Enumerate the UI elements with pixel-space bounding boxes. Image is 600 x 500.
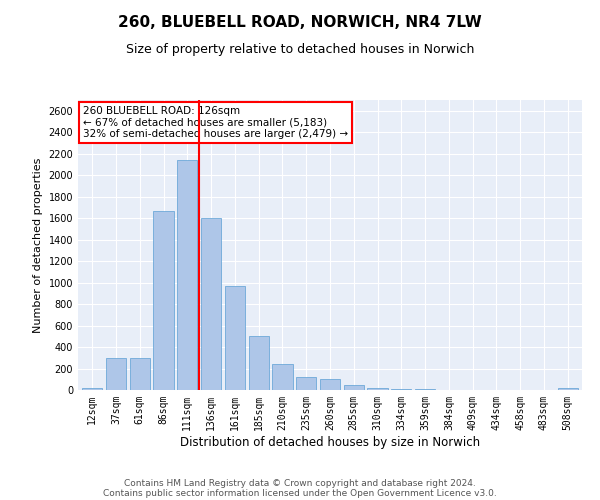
Bar (557, 388, 578, 390)
Bar (272, 364, 293, 390)
Text: Contains public sector information licensed under the Open Government Licence v3: Contains public sector information licen… (103, 488, 497, 498)
Bar (320, 380, 340, 390)
Bar (130, 358, 150, 390)
Bar (82, 388, 103, 390)
Bar (177, 160, 197, 390)
Text: Size of property relative to detached houses in Norwich: Size of property relative to detached ho… (126, 42, 474, 56)
Bar (248, 336, 269, 390)
Bar (391, 389, 412, 390)
Bar (344, 386, 364, 390)
Bar (296, 377, 316, 390)
Bar (367, 388, 388, 390)
Bar (106, 358, 126, 390)
Y-axis label: Number of detached properties: Number of detached properties (33, 158, 43, 332)
Text: 260 BLUEBELL ROAD: 126sqm
← 67% of detached houses are smaller (5,183)
32% of se: 260 BLUEBELL ROAD: 126sqm ← 67% of detac… (83, 106, 348, 139)
Bar (225, 286, 245, 390)
Text: Contains HM Land Registry data © Crown copyright and database right 2024.: Contains HM Land Registry data © Crown c… (124, 478, 476, 488)
Bar (154, 210, 173, 390)
Bar (201, 218, 221, 390)
Text: 260, BLUEBELL ROAD, NORWICH, NR4 7LW: 260, BLUEBELL ROAD, NORWICH, NR4 7LW (118, 15, 482, 30)
X-axis label: Distribution of detached houses by size in Norwich: Distribution of detached houses by size … (180, 436, 480, 448)
